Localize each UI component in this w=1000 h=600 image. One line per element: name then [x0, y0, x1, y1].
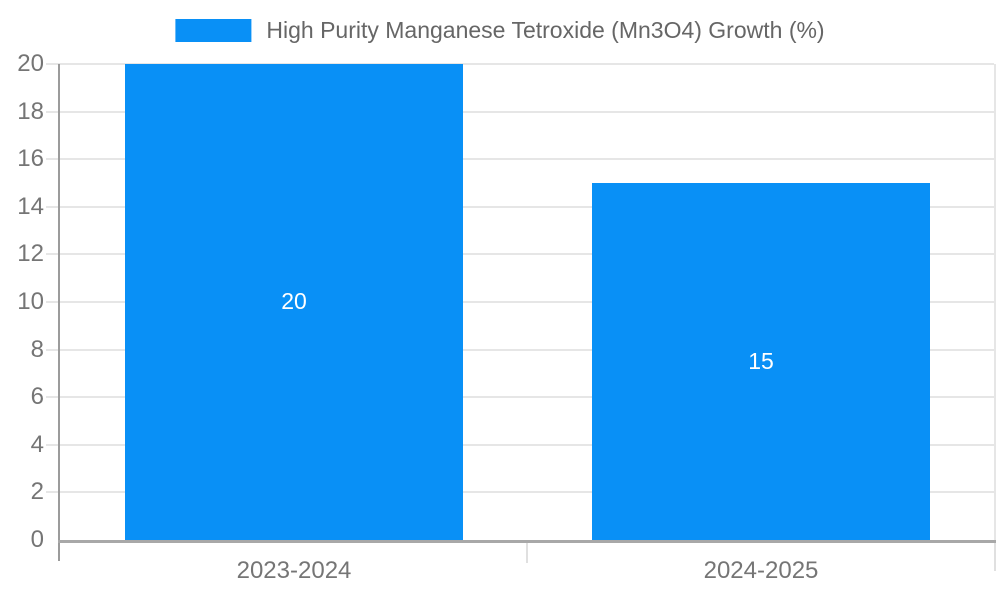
gridline [46, 158, 994, 161]
y-tick-label: 2 [30, 478, 44, 506]
legend-label: High Purity Manganese Tetroxide (Mn3O4) … [266, 17, 825, 43]
bar: 20 [125, 64, 463, 540]
gridline [46, 205, 994, 208]
x-axis-labels: 2023-2024 2024-2025 [60, 540, 994, 590]
gridline [46, 348, 994, 351]
gridline [46, 63, 994, 65]
legend-item[interactable]: High Purity Manganese Tetroxide (Mn3O4) … [175, 17, 825, 44]
x-tick-label: 2023-2024 [236, 557, 352, 584]
gridline [46, 253, 994, 256]
y-tick-label: 0 [30, 526, 44, 553]
gridline [46, 301, 994, 303]
y-tick-label: 12 [17, 240, 44, 268]
plot-area: 20 15 [46, 63, 996, 571]
y-tick-label: 14 [17, 192, 44, 220]
x-axis-line [58, 540, 996, 543]
bar-value-label: 20 [281, 288, 307, 314]
y-tick-label: 16 [17, 145, 44, 173]
y-axis-line [58, 64, 60, 561]
y-tick-label: 4 [30, 430, 44, 458]
y-tick-label: 18 [17, 97, 44, 125]
y-axis-labels: 0 2 4 6 8 10 12 14 16 18 20 [0, 50, 44, 553]
gridline [46, 396, 994, 399]
gridline [46, 491, 994, 494]
bar: 15 [592, 183, 930, 540]
x-tick-label: 2024-2025 [703, 557, 819, 584]
legend-swatch [175, 19, 252, 42]
gridline [46, 443, 994, 446]
gridline [46, 110, 994, 113]
y-tick-label: 8 [30, 335, 44, 363]
x-axis-tick [526, 543, 528, 563]
bar-value-label: 15 [748, 347, 774, 374]
y-tick-label: 20 [17, 50, 44, 77]
x-axis-tick [994, 543, 996, 571]
y-tick-label: 6 [30, 383, 44, 411]
plot-right-border [994, 64, 996, 540]
y-tick-label: 10 [17, 288, 44, 315]
